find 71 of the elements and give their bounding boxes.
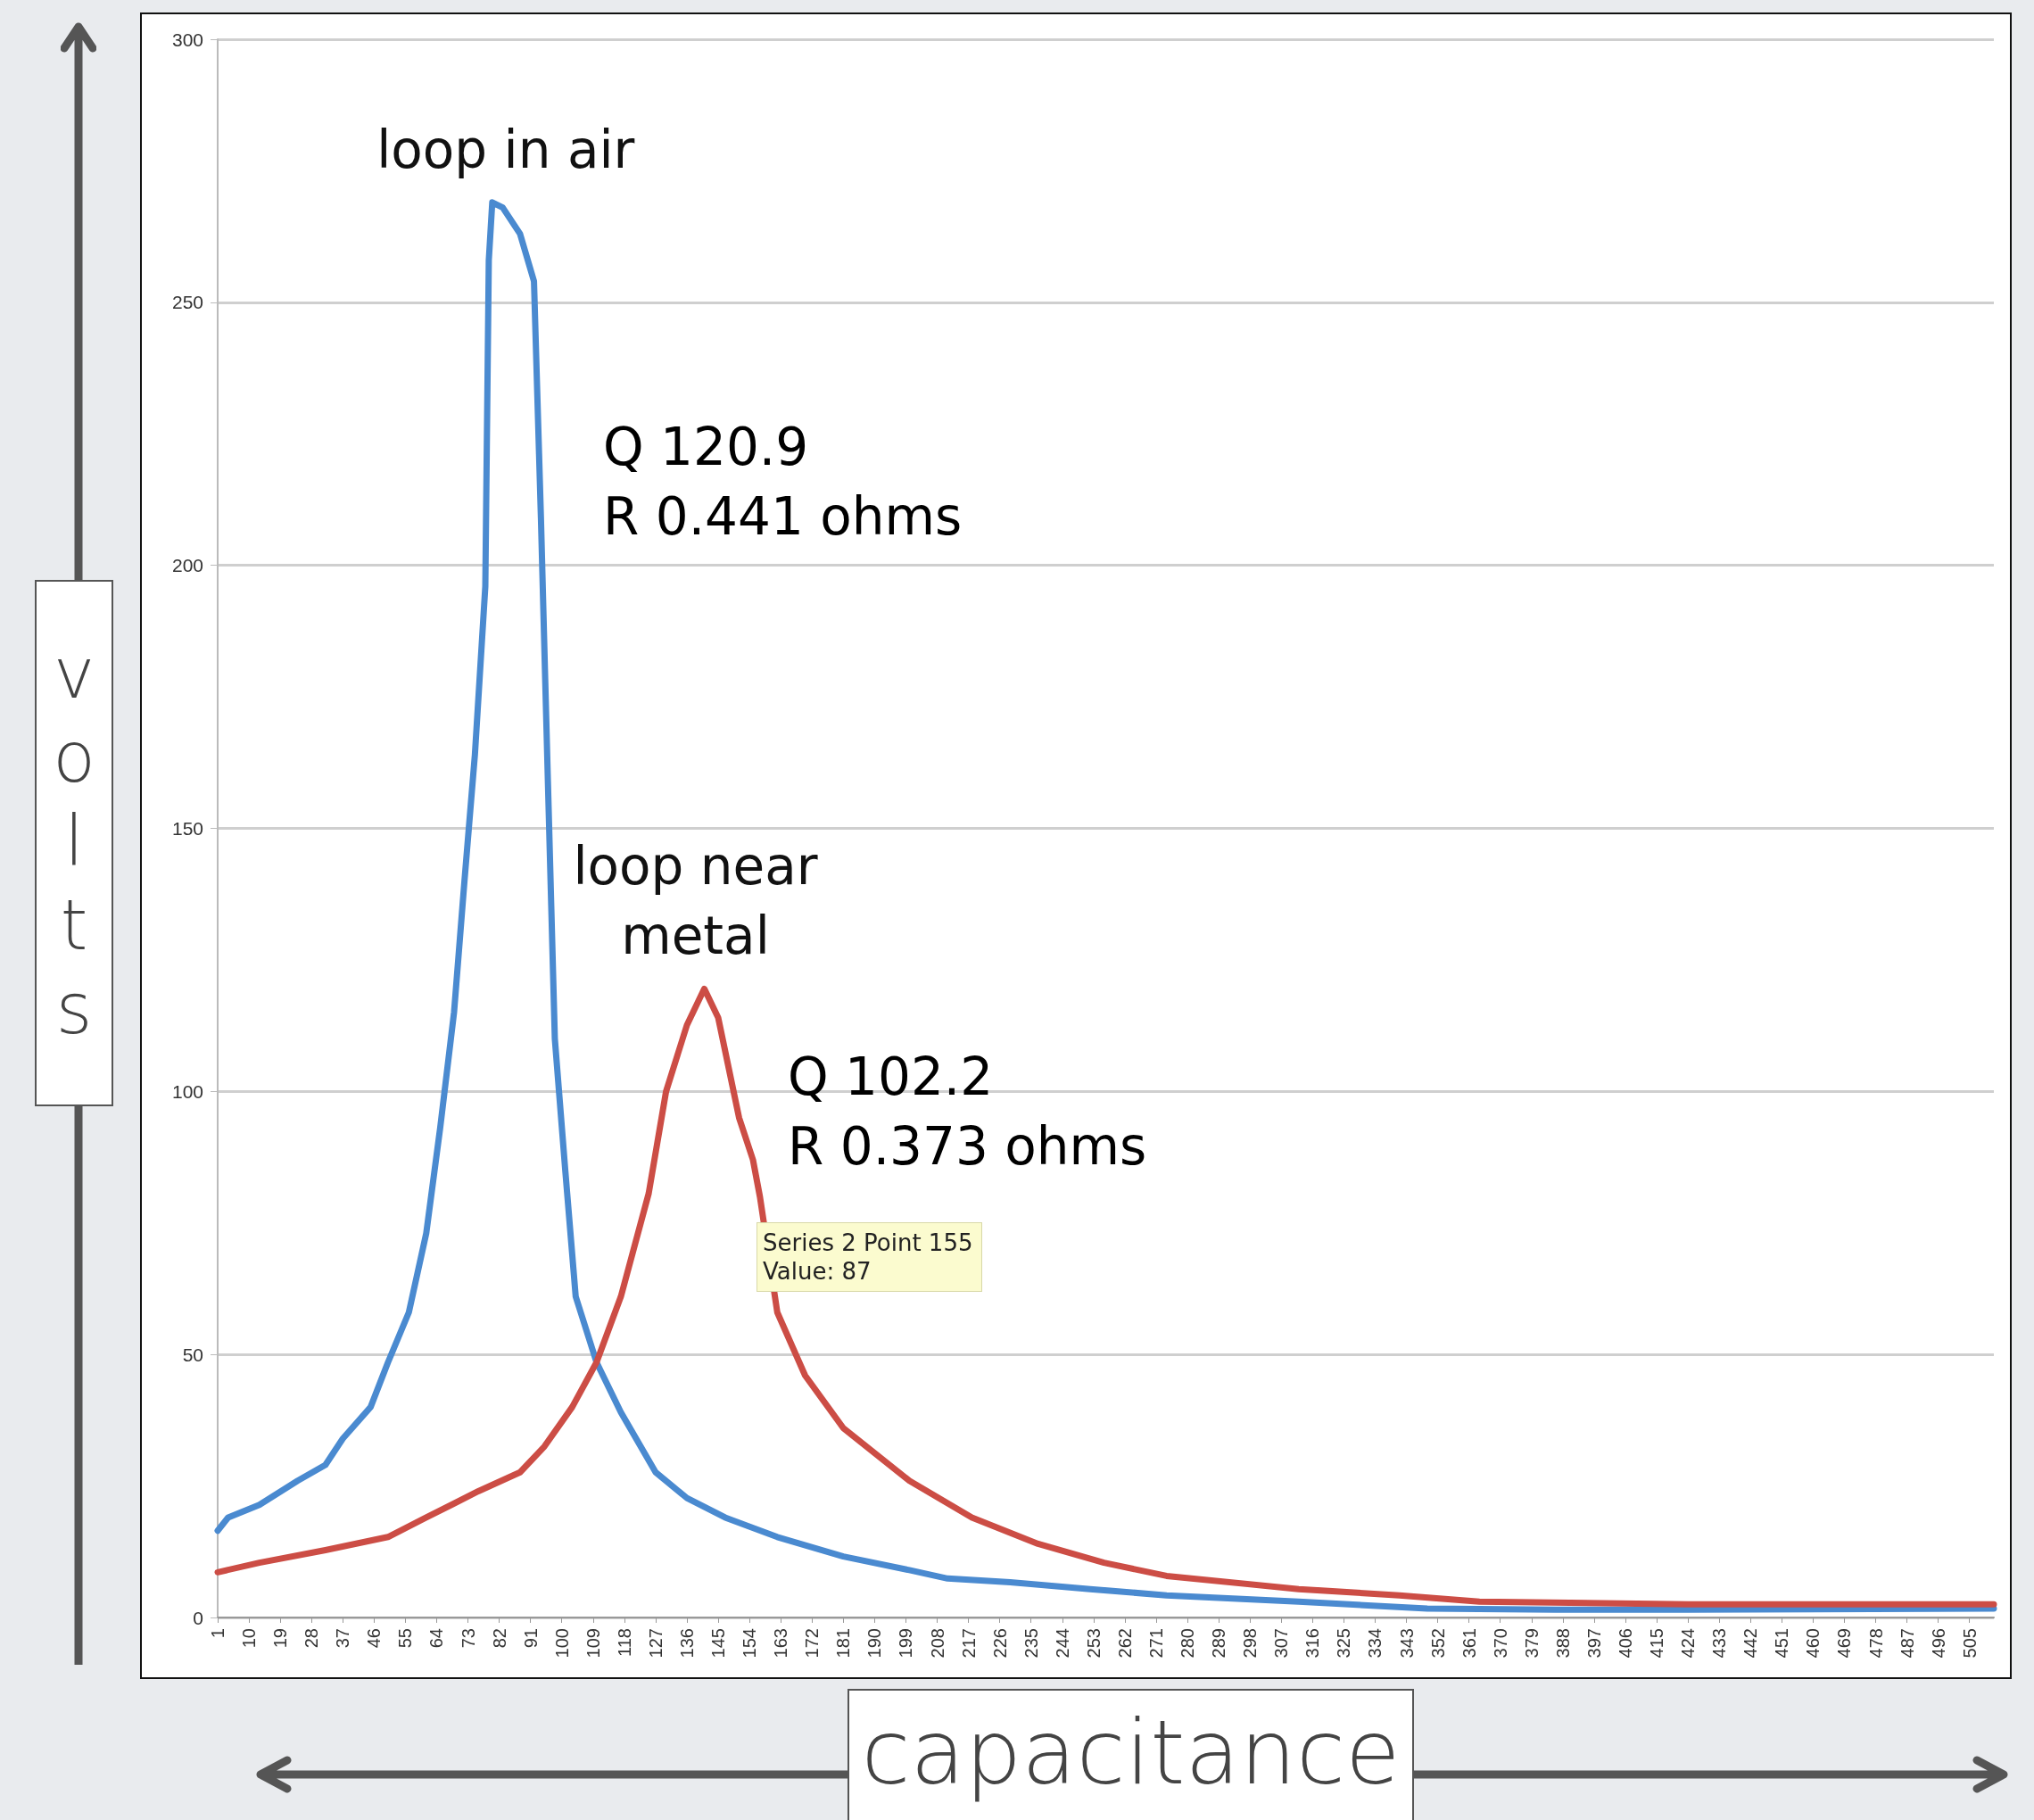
x-tick-label: 118 xyxy=(614,1628,634,1657)
x-tick-label: 190 xyxy=(864,1628,885,1659)
x-tick-label: 433 xyxy=(1709,1628,1730,1659)
x-tick-label: 442 xyxy=(1740,1628,1761,1659)
x-tick-label: 109 xyxy=(583,1628,603,1659)
x-tick-label: 127 xyxy=(645,1628,666,1659)
x-tick-label: 208 xyxy=(927,1628,947,1659)
x-tick-label: 406 xyxy=(1615,1628,1635,1659)
annotation: Q 102.2 R 0.373 ohms xyxy=(788,1046,1147,1177)
x-tick-label: 361 xyxy=(1459,1628,1479,1659)
x-tick-label: 163 xyxy=(771,1628,791,1659)
x-tick-label: 469 xyxy=(1834,1628,1855,1659)
x-tick-label: 397 xyxy=(1583,1628,1604,1659)
x-tick-label: 55 xyxy=(395,1628,416,1649)
x-tick-label: 343 xyxy=(1396,1628,1417,1659)
y-tick-label: 300 xyxy=(171,29,203,50)
x-tick-label: 478 xyxy=(1865,1628,1886,1659)
x-tick-label: 352 xyxy=(1427,1628,1448,1659)
x-tick-label: 424 xyxy=(1678,1628,1699,1659)
x-tick-label: 379 xyxy=(1521,1628,1542,1659)
x-tick-label: 73 xyxy=(458,1628,478,1649)
x-tick-label: 226 xyxy=(989,1628,1010,1659)
x-tick-label: 181 xyxy=(833,1628,854,1659)
x-tick-label: 487 xyxy=(1897,1628,1917,1659)
x-tick-label: 307 xyxy=(1271,1628,1292,1659)
x-tick-label: 334 xyxy=(1365,1628,1385,1659)
x-tick-label: 46 xyxy=(364,1628,384,1649)
x-tick-label: 217 xyxy=(958,1628,979,1659)
x-tick-label: 280 xyxy=(1178,1628,1198,1659)
tooltip-box: Series 2 Point 155 Value: 87 xyxy=(757,1222,983,1292)
y-tick-label: 50 xyxy=(182,1344,203,1365)
x-tick-label: 19 xyxy=(270,1628,291,1649)
x-tick-label: 199 xyxy=(896,1628,916,1659)
y-tick-label: 100 xyxy=(171,1080,203,1102)
x-tick-label: 136 xyxy=(677,1628,697,1659)
x-tick-label: 262 xyxy=(1114,1628,1135,1659)
x-tick-label: 289 xyxy=(1209,1628,1229,1659)
x-tick-label: 172 xyxy=(802,1628,823,1659)
y-tick-label: 250 xyxy=(171,292,203,313)
y-tick-label: 200 xyxy=(171,555,203,576)
x-tick-label: 253 xyxy=(1083,1628,1104,1659)
x-tick-label: 316 xyxy=(1302,1628,1323,1659)
x-tick-label: 64 xyxy=(426,1628,447,1649)
x-tick-label: 325 xyxy=(1334,1628,1354,1659)
x-tick-label: 37 xyxy=(333,1628,353,1649)
x-tick-label: 10 xyxy=(239,1628,260,1649)
x-tick-label: 91 xyxy=(520,1628,541,1649)
x-tick-label: 298 xyxy=(1240,1628,1261,1659)
x-tick-label: 460 xyxy=(1803,1628,1823,1659)
x-tick-label: 244 xyxy=(1052,1628,1072,1659)
annotation: loop near metal xyxy=(573,836,818,967)
x-tick-label: 496 xyxy=(1928,1628,1948,1659)
x-tick-label: 505 xyxy=(1959,1628,1980,1659)
x-tick-label: 271 xyxy=(1146,1628,1166,1659)
x-axis-title: capacitance xyxy=(861,1700,1401,1805)
x-tick-label: 451 xyxy=(1772,1628,1792,1659)
x-tick-label: 370 xyxy=(1490,1628,1510,1659)
y-tick-label: 0 xyxy=(193,1607,203,1628)
x-tick-label: 235 xyxy=(1021,1628,1041,1659)
x-tick-label: 154 xyxy=(740,1628,760,1659)
x-tick-label: 415 xyxy=(1647,1628,1667,1659)
x-tick-label: 388 xyxy=(1552,1628,1573,1659)
annotation: Q 120.9 R 0.441 ohms xyxy=(603,417,963,547)
x-tick-label: 28 xyxy=(302,1628,322,1649)
x-tick-label: 1 xyxy=(208,1628,227,1639)
x-tick-label: 145 xyxy=(708,1628,729,1659)
x-tick-label: 100 xyxy=(551,1628,572,1659)
annotation: loop in air xyxy=(376,119,635,180)
y-axis-title: volts xyxy=(34,633,114,1053)
x-tick-label: 82 xyxy=(489,1628,509,1649)
y-tick-label: 150 xyxy=(171,818,203,839)
